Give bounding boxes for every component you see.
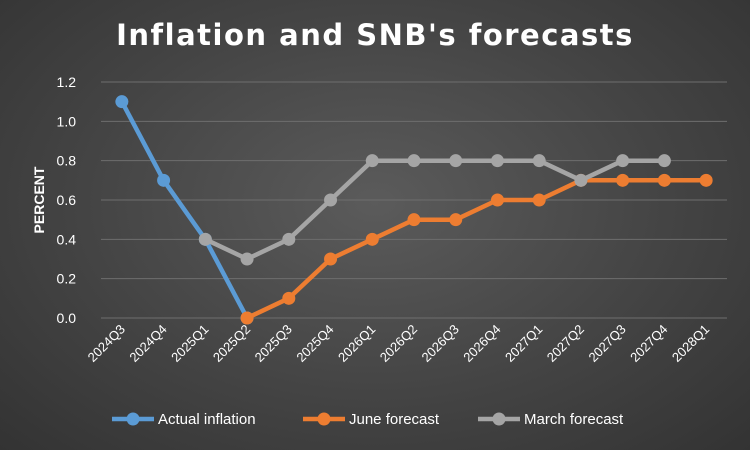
legend-swatch-marker: [317, 412, 331, 426]
data-point: [616, 154, 630, 168]
x-tick-label: 2025Q1: [168, 322, 211, 365]
y-tick-label: 1.2: [57, 74, 77, 90]
x-tick-label: 2026Q1: [335, 322, 378, 365]
data-point: [532, 193, 546, 207]
x-tick-label: 2028Q1: [669, 322, 712, 365]
y-tick-label: 0.4: [57, 231, 77, 247]
legend-swatch-marker: [492, 412, 506, 426]
data-point: [657, 173, 671, 187]
x-tick-label: 2027Q2: [544, 322, 587, 365]
data-point: [532, 154, 546, 168]
data-point: [365, 232, 379, 246]
data-point: [157, 173, 171, 187]
data-point: [324, 252, 338, 266]
x-tick-label: 2026Q3: [419, 322, 462, 365]
legend-item: March forecast: [478, 411, 624, 428]
x-tick-label: 2024Q3: [85, 322, 128, 365]
x-tick-label: 2025Q3: [252, 322, 295, 365]
legend: Actual inflation June forecast March forec…: [112, 411, 624, 428]
data-point: [407, 213, 421, 227]
x-axis-ticks: 2024Q32024Q42025Q12025Q22025Q32025Q42026…: [85, 322, 713, 365]
x-tick-label: 2027Q1: [502, 322, 545, 365]
series-1: [240, 173, 713, 325]
y-axis-ticks: 0.0 0.2 0.4 0.6 0.8 1.0 1.2: [57, 74, 77, 326]
data-point: [574, 173, 588, 187]
x-tick-label: 2024Q4: [126, 322, 169, 365]
chart-title: Inflation and SNB's forecasts: [116, 18, 634, 52]
x-tick-label: 2025Q2: [210, 322, 253, 365]
data-point: [240, 311, 254, 325]
data-point: [449, 213, 463, 227]
data-point: [699, 173, 713, 187]
data-point: [407, 154, 421, 168]
y-tick-label: 1.0: [57, 113, 77, 129]
legend-label: June forecast: [349, 411, 440, 428]
series-line: [203, 158, 667, 262]
legend-item: June forecast: [303, 411, 440, 428]
x-tick-label: 2026Q2: [377, 322, 420, 365]
legend-item: Actual inflation: [112, 411, 256, 428]
data-point: [365, 154, 379, 168]
data-point: [449, 154, 463, 168]
data-point: [657, 154, 671, 168]
data-point: [240, 252, 254, 266]
y-tick-label: 0.8: [57, 153, 77, 169]
legend-label: March forecast: [524, 411, 624, 428]
y-tick-label: 0.2: [57, 271, 77, 287]
data-point: [282, 291, 296, 305]
y-axis-label: PERCENT: [31, 166, 47, 233]
series-lines: [115, 95, 713, 325]
data-point: [282, 232, 296, 246]
y-tick-label: 0.0: [57, 310, 77, 326]
data-point: [490, 154, 504, 168]
legend-label: Actual inflation: [158, 411, 256, 428]
data-point: [115, 95, 129, 109]
legend-swatch-marker: [126, 412, 140, 426]
series-line: [119, 99, 250, 321]
series-line: [244, 178, 709, 321]
x-tick-label: 2027Q4: [627, 322, 670, 365]
y-tick-label: 0.6: [57, 192, 77, 208]
data-point: [198, 232, 212, 246]
x-tick-label: 2027Q3: [585, 322, 628, 365]
series-0: [115, 95, 254, 325]
series-2: [198, 154, 671, 266]
x-tick-label: 2026Q4: [460, 322, 503, 365]
data-point: [616, 173, 630, 187]
data-point: [490, 193, 504, 207]
x-tick-label: 2025Q4: [293, 322, 336, 365]
data-point: [324, 193, 338, 207]
gridlines: [101, 81, 727, 319]
